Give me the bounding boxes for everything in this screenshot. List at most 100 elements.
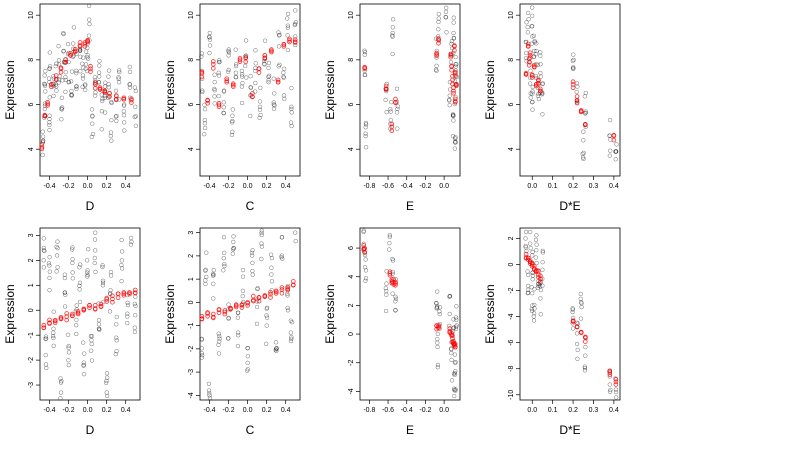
observed-point	[47, 122, 52, 128]
observed-point	[268, 252, 274, 257]
x-tick-label: -0.8	[363, 183, 375, 190]
observed-point	[100, 264, 105, 270]
observed-point	[204, 250, 209, 255]
observed-point	[451, 20, 456, 25]
fitted-point	[251, 293, 256, 299]
observed-point	[199, 355, 204, 360]
y-tick-label: -2	[508, 287, 515, 293]
observed-point	[363, 131, 368, 136]
observed-point	[524, 20, 529, 25]
observed-point	[235, 343, 241, 349]
observed-point	[447, 294, 452, 299]
fitted-point	[452, 48, 457, 53]
observed-point	[535, 93, 541, 98]
observed-point	[534, 41, 539, 46]
fitted-point	[239, 305, 245, 310]
observed-point	[109, 100, 114, 106]
fitted-point	[58, 316, 64, 321]
observed-point	[583, 110, 588, 116]
observed-point	[253, 61, 258, 66]
observed-point	[530, 277, 535, 282]
observed-point	[570, 307, 575, 312]
y-tick-label: 10	[188, 11, 195, 19]
observed-point	[447, 294, 453, 299]
fitted-point	[436, 40, 441, 46]
fitted-point	[387, 269, 393, 275]
x-axis-title: E	[406, 199, 414, 213]
fitted-point	[525, 43, 531, 49]
observed-point	[435, 336, 440, 342]
observed-point	[530, 107, 535, 112]
fitted-point	[205, 98, 210, 103]
observed-point	[202, 121, 208, 126]
observed-point	[538, 74, 543, 79]
observed-point	[523, 236, 528, 241]
x-tick-label: 0.0	[439, 183, 449, 190]
observed-point	[443, 14, 448, 20]
fitted-point	[211, 66, 216, 71]
observed-point	[116, 76, 121, 81]
observed-point	[121, 109, 126, 114]
observed-point	[200, 89, 205, 95]
observed-point	[293, 238, 298, 244]
observed-point	[85, 268, 90, 273]
observed-point	[395, 106, 400, 112]
observed-point	[384, 292, 389, 297]
fitted-point	[68, 52, 73, 58]
observed-point	[236, 333, 241, 338]
observed-point	[62, 272, 67, 277]
observed-point	[613, 387, 619, 392]
fitted-point	[121, 292, 127, 298]
fitted-point	[199, 313, 205, 319]
observed-point	[538, 296, 543, 301]
observed-point	[109, 118, 114, 123]
observed-point	[104, 390, 109, 395]
observed-point	[535, 285, 540, 290]
observed-point	[384, 88, 389, 94]
fitted-point	[88, 69, 93, 74]
observed-point	[114, 314, 119, 320]
observed-point	[47, 66, 52, 71]
observed-point	[43, 334, 49, 339]
x-tick-label: 0.2	[102, 407, 112, 414]
observed-point	[89, 334, 95, 339]
observed-point	[133, 303, 138, 309]
fitted-point	[52, 318, 58, 324]
y-tick-label: 10	[28, 11, 35, 19]
observed-point	[132, 114, 137, 120]
observed-point	[128, 242, 134, 247]
observed-point	[84, 258, 90, 263]
fitted-point	[526, 59, 532, 65]
observed-point	[607, 389, 613, 394]
observed-point	[293, 42, 298, 48]
observed-point	[388, 118, 393, 123]
observed-point	[80, 73, 86, 78]
observed-point	[434, 301, 439, 306]
observed-point	[83, 62, 89, 67]
fitted-point	[362, 65, 368, 71]
y-tick-label: -2	[28, 357, 35, 363]
observed-point	[114, 349, 119, 354]
observed-point	[453, 369, 458, 374]
fitted-point	[63, 57, 68, 62]
observed-point	[85, 53, 90, 58]
observed-point	[109, 138, 114, 143]
observed-point	[217, 58, 222, 63]
fitted-point	[256, 66, 262, 71]
fitted-point	[262, 53, 268, 58]
chart-panel-2: -0.4 -0.2 0.0 0.2 0.4 4 6 8 10 C Expression	[163, 3, 301, 213]
observed-point	[93, 93, 98, 98]
fitted-point	[251, 298, 256, 304]
observed-point	[216, 342, 221, 348]
y-tick-label: -6	[508, 339, 515, 345]
observed-point	[583, 109, 588, 114]
fitted-point	[63, 60, 68, 65]
observed-point	[121, 113, 127, 118]
fitted-point	[287, 39, 292, 45]
fitted-point	[452, 344, 458, 350]
y-tick-label: 6	[348, 102, 355, 106]
observed-point	[51, 343, 56, 348]
fitted-point	[525, 41, 531, 47]
chart-panel-6: -0.4 -0.2 0.0 0.2 0.4 -4 -3 -2 -1 0 1 2 3 C Expression	[163, 227, 301, 437]
observed-point	[102, 95, 107, 101]
